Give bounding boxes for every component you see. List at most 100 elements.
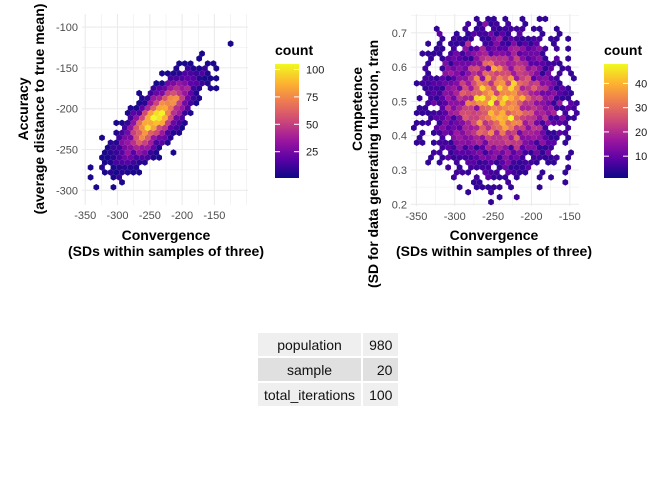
plot1-y-axis-title: Accuracy <box>15 77 31 140</box>
hexbin-cell <box>176 119 183 127</box>
hexbin-cell <box>468 65 474 72</box>
hexbin-cell <box>505 139 512 146</box>
hexbin-cell <box>167 104 174 112</box>
hexbin-cell <box>519 104 526 112</box>
hexbin-cell <box>456 144 463 151</box>
hexbin-cell <box>122 134 128 142</box>
hexbin-cell <box>533 99 540 107</box>
hexbin-cell <box>485 154 492 161</box>
hexbin-cell <box>536 134 543 142</box>
hexbin-cell <box>150 94 157 102</box>
hexbin-cell <box>173 124 180 132</box>
hexbin-cell <box>448 129 454 137</box>
hexbin-cell <box>496 183 503 191</box>
hexbin-cell <box>122 124 128 132</box>
hexbin-cell <box>471 50 477 57</box>
hexbin-cell <box>553 154 560 161</box>
hexbin-cell <box>448 139 454 146</box>
hexbin-cell <box>513 164 520 171</box>
plot2-y-axis-subtitle: (SD for data generating function, tran <box>365 40 381 288</box>
hexbin-cell <box>536 84 543 92</box>
hexbin-cell <box>545 159 552 166</box>
hexbin-cell <box>445 94 452 102</box>
hexbin-cell <box>445 144 452 151</box>
hexbin-cell <box>508 134 514 142</box>
hexbin-cell <box>519 94 526 102</box>
hexbin-cell <box>516 159 523 166</box>
hexbin-cell <box>119 129 125 137</box>
hexbin-cell <box>159 139 165 146</box>
hexbin-cell <box>462 65 469 72</box>
hexbin-cell <box>568 89 574 97</box>
hexbin-cell <box>462 144 469 151</box>
hexbin-cell <box>545 70 552 77</box>
hexbin-cell <box>539 139 546 146</box>
hexbin-cell <box>451 75 457 82</box>
hexbin-cell <box>116 164 123 171</box>
hexbin-cell <box>476 30 483 38</box>
hexbin-cell <box>545 99 552 107</box>
hexbin-cell <box>488 169 494 176</box>
x-tick-label: -350 <box>74 210 96 222</box>
hexbin-cell <box>87 174 94 181</box>
table-row: sample 20 <box>258 358 399 381</box>
hexbin-cell <box>473 144 480 151</box>
legend-title: count <box>275 42 313 58</box>
hexbin-cell <box>150 154 157 161</box>
hexbin-cell <box>528 159 534 166</box>
hexbin-cell <box>493 159 500 166</box>
hexbin-cell <box>479 65 486 72</box>
hexbin-cell <box>551 129 557 137</box>
hexbin-cell <box>465 70 472 77</box>
hexbin-cell <box>485 144 492 151</box>
hexbin-cell <box>519 75 526 82</box>
hexbin-cell <box>130 129 137 137</box>
hexbin-cell <box>456 94 463 102</box>
hexbin-cell <box>519 25 526 33</box>
hexbin-cell <box>99 154 105 161</box>
hexbin-cell <box>548 154 554 161</box>
hexbin-cell <box>496 45 503 52</box>
hexbin-cell <box>511 119 517 127</box>
hexbin-cell <box>556 119 563 127</box>
plot2-x-axis-title: Convergence <box>450 227 539 243</box>
hexbin-cell <box>508 84 514 92</box>
hexbin-cell <box>519 124 526 132</box>
hexbin-cell <box>448 89 454 97</box>
hexbin-cell <box>164 89 171 97</box>
hexbin-cell <box>439 75 446 82</box>
hexbin-cell <box>488 30 494 38</box>
hexbin-cell <box>442 129 449 137</box>
hexbin-cell <box>448 40 454 47</box>
hexbin-cell <box>493 89 500 97</box>
hexbin-cell <box>485 75 492 82</box>
hexbin-cell <box>528 70 534 77</box>
hexbin-cell <box>164 80 171 87</box>
hexbin-cell <box>482 119 489 127</box>
hexbin-cell <box>505 119 512 127</box>
hexbin-cell <box>539 30 546 38</box>
hexbin-cell <box>505 89 512 97</box>
hexbin-cell <box>471 60 477 67</box>
hexbin-cell <box>442 70 449 77</box>
hexbin-cell <box>496 55 503 62</box>
hexbin-cell <box>190 84 197 92</box>
hexbin-cell <box>488 198 494 206</box>
hexbin-cell <box>179 84 185 92</box>
hexbin-cell <box>147 109 154 117</box>
hexbin-cell <box>425 60 432 67</box>
hexbin-cell <box>159 119 165 127</box>
hexbin-cell <box>479 114 486 122</box>
plot2-x-ticks: -350 -300 -250 -200 -150 <box>405 211 580 223</box>
hexbin-cell <box>159 70 165 77</box>
plot1-x-axis-title: Convergence <box>122 227 211 243</box>
hexbin-cell <box>451 124 457 132</box>
hexbin-cell <box>493 20 500 28</box>
hexbin-cell <box>553 25 560 33</box>
hexbin-cell <box>519 144 526 151</box>
hexbin-cell <box>184 104 191 112</box>
hexbin-cell <box>522 149 529 156</box>
legend-label: 40 <box>635 78 647 90</box>
hexbin-cell <box>433 84 440 92</box>
hexbin-cell <box>187 80 194 87</box>
